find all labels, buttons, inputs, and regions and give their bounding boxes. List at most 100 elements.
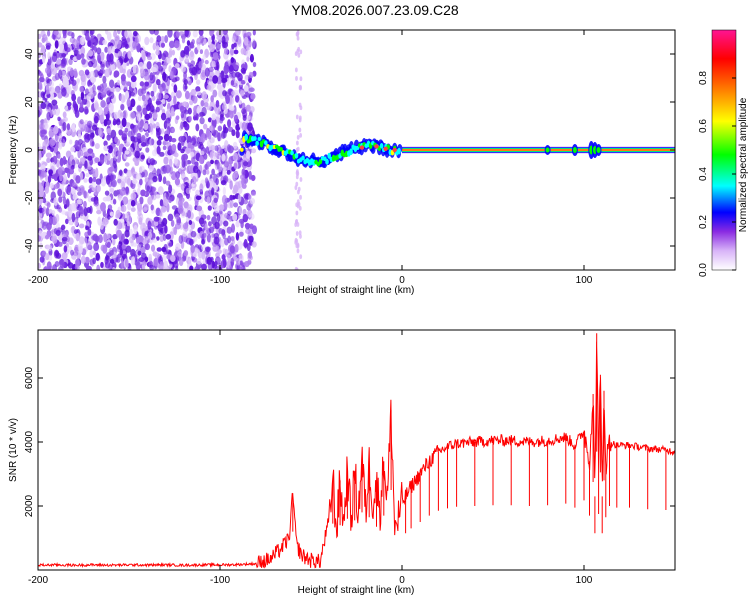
noise-cell <box>83 178 88 183</box>
colorbar-tick-label: 0.6 <box>698 119 709 133</box>
noise-cell <box>159 151 165 157</box>
noise-cell <box>209 30 214 37</box>
noise-cell <box>71 212 76 223</box>
noise-cell <box>57 153 61 159</box>
noise-cell <box>199 117 205 125</box>
noise-cell <box>213 197 218 204</box>
noise-cell <box>70 187 76 195</box>
noise-cell <box>223 64 229 75</box>
noise-cell <box>82 73 87 82</box>
noise-cell <box>145 147 150 153</box>
colorbar-tick-label: 0.0 <box>698 263 709 277</box>
stripe-cell <box>295 231 299 236</box>
noise-cell <box>45 207 50 217</box>
noise-cell <box>245 150 251 159</box>
noise-cell <box>189 64 195 72</box>
noise-cell <box>171 143 177 152</box>
noise-cell <box>149 158 156 166</box>
noise-cell <box>76 78 81 84</box>
noise-cell <box>115 209 121 219</box>
noise-cell <box>114 87 121 93</box>
noise-cell <box>126 98 131 108</box>
noise-cell <box>38 151 42 161</box>
noise-cell <box>156 168 161 177</box>
noise-cell <box>146 104 151 112</box>
noise-cell <box>128 236 134 244</box>
noise-cell <box>46 261 52 270</box>
noise-cell <box>38 76 45 83</box>
noise-cell <box>119 249 124 256</box>
noise-cell <box>38 185 44 192</box>
noise-cell <box>41 170 47 178</box>
spectrogram-y-tick-label: 0 <box>24 147 35 153</box>
noise-cell <box>107 65 112 73</box>
noise-cell <box>121 243 127 249</box>
noise-cell <box>168 40 175 49</box>
noise-cell <box>38 212 43 219</box>
noise-cell <box>72 193 78 201</box>
noise-cell <box>174 213 180 220</box>
noise-cell <box>68 58 73 66</box>
noise-cell <box>86 206 92 214</box>
noise-cell <box>68 168 75 175</box>
noise-cell <box>130 98 136 108</box>
noise-cell <box>104 154 108 165</box>
colorbar-ticks: 0.0 0.2 0.4 0.6 0.8 <box>698 71 736 277</box>
noise-cell <box>148 165 154 172</box>
noise-cell <box>160 166 166 175</box>
noise-cell <box>220 180 227 186</box>
noise-cell <box>161 98 166 105</box>
noise-cell <box>183 78 188 86</box>
noise-cell <box>116 189 120 195</box>
noise-cell <box>128 32 134 38</box>
noise-cell <box>212 89 218 98</box>
noise-cell <box>125 90 130 100</box>
noise-cell <box>118 56 125 64</box>
stripe-cell <box>296 135 300 140</box>
noise-cell <box>153 257 159 267</box>
carrier-blip-core <box>572 147 577 153</box>
chart-title: YM08.2026.007.23.09.C28 <box>291 2 459 18</box>
noise-cell <box>112 237 116 246</box>
noise-cell <box>179 105 185 113</box>
noise-cell <box>242 161 249 167</box>
stripe-cell <box>298 205 302 211</box>
spectrogram-y-tick-label: 40 <box>24 48 35 60</box>
noise-cell <box>157 186 164 196</box>
noise-cell <box>90 197 97 202</box>
noise-cell <box>62 33 67 39</box>
noise-cell <box>97 54 102 64</box>
noise-cell <box>127 215 132 225</box>
stripe-cell <box>296 31 300 37</box>
noise-cell <box>79 36 85 46</box>
noise-cell <box>202 232 207 238</box>
noise-cell <box>69 139 73 145</box>
noise-cell <box>91 124 98 131</box>
noise-cell <box>72 100 77 109</box>
noise-cell <box>164 35 169 43</box>
noise-cell <box>100 99 106 108</box>
noise-cell <box>148 253 153 262</box>
noise-cell <box>100 261 104 269</box>
noise-cell <box>107 204 113 211</box>
noise-cell <box>229 47 235 56</box>
noise-cell <box>113 70 120 78</box>
noise-cell <box>174 178 181 186</box>
noise-cell <box>107 110 111 119</box>
noise-cell <box>121 38 128 46</box>
noise-cell <box>241 121 247 132</box>
noise-cell <box>112 198 117 205</box>
noise-cell <box>48 126 54 132</box>
noise-cell <box>78 236 85 245</box>
noise-cell <box>79 172 84 181</box>
noise-cell <box>221 78 228 84</box>
noise-cell <box>202 169 207 176</box>
noise-cell <box>250 93 256 100</box>
noise-cell <box>244 194 250 201</box>
noise-cell <box>218 204 225 211</box>
noise-cell <box>109 258 115 264</box>
noise-cell <box>152 64 159 73</box>
noise-cell <box>206 169 210 175</box>
noise-cell <box>141 134 146 143</box>
noise-cell <box>184 30 189 38</box>
